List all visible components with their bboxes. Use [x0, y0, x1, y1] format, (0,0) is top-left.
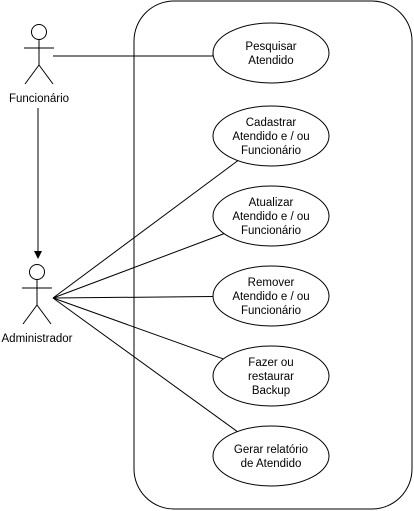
- use-case-ellipse: [212, 345, 330, 407]
- association-administrador-uc6: [52, 297, 238, 432]
- use-case-label: restaurar: [248, 371, 294, 383]
- actor-funcionario[interactable]: Funcionário: [9, 24, 69, 106]
- actor-left-leg: [22, 304, 38, 325]
- system-boundary: [133, 0, 413, 510]
- actor-left-leg: [24, 64, 40, 85]
- use-case-label: Funcionário: [241, 225, 301, 237]
- use-case-label: Funcionário: [241, 145, 301, 157]
- use-case-ellipse: [212, 425, 330, 487]
- use-case-label: Atendido: [248, 55, 293, 67]
- use-case-ellipse: [212, 265, 330, 327]
- actor-head: [29, 264, 45, 280]
- use-case-uc5[interactable]: Fazer ou restaurar Backup: [212, 345, 330, 407]
- use-case-ellipse: [212, 105, 330, 167]
- association-administrador-uc2: [52, 160, 239, 299]
- use-case-label: Cadastrar: [246, 117, 297, 129]
- use-case-label: de Atendido: [241, 458, 302, 470]
- use-case-uc3[interactable]: Atualizar Atendido e / ou Funcionário: [212, 185, 330, 247]
- use-case-label: Fazer ou: [248, 357, 293, 369]
- connectors: [34, 53, 239, 432]
- actor-administrador[interactable]: Administrador: [2, 264, 73, 346]
- use-case-uc2[interactable]: Cadastrar Atendido e / ou Funcionário: [212, 105, 330, 167]
- use-case-label: Backup: [252, 385, 290, 397]
- use-case-ellipse: [212, 185, 330, 247]
- use-case-label: Atendido e / ou: [232, 291, 309, 303]
- association-administrador-uc3: [52, 233, 225, 299]
- use-case-uc6[interactable]: Gerar relatório de Atendido: [212, 425, 330, 487]
- use-case-label: Atendido e / ou: [232, 211, 309, 223]
- use-case-label: Funcionário: [241, 305, 301, 317]
- use-case-label: Atendido e / ou: [232, 131, 309, 143]
- use-case-uc1[interactable]: Pesquisar Atendido: [212, 22, 330, 84]
- use-case-ellipse: [212, 22, 330, 84]
- association-administrador-uc5: [52, 297, 224, 360]
- use-case-label: Atualizar: [249, 197, 294, 209]
- use-case-label: Remover: [248, 277, 295, 289]
- association-funcionario-uc1: [53, 53, 214, 57]
- actor-right-leg: [36, 304, 52, 325]
- actor-label: Administrador: [2, 333, 73, 345]
- actor-right-leg: [38, 64, 54, 85]
- actor-head: [31, 24, 47, 40]
- actors: Funcionário Administrador: [2, 24, 73, 346]
- use-cases: Pesquisar Atendido Cadastrar Atendido e / o…: [212, 22, 330, 487]
- use-case-label: Gerar relatório: [234, 444, 308, 456]
- use-case-uc4[interactable]: Remover Atendido e / ou Funcionário: [212, 265, 330, 327]
- actor-label: Funcionário: [9, 93, 69, 105]
- use-case-label: Pesquisar: [245, 41, 296, 53]
- association-administrador-uc4: [52, 296, 214, 299]
